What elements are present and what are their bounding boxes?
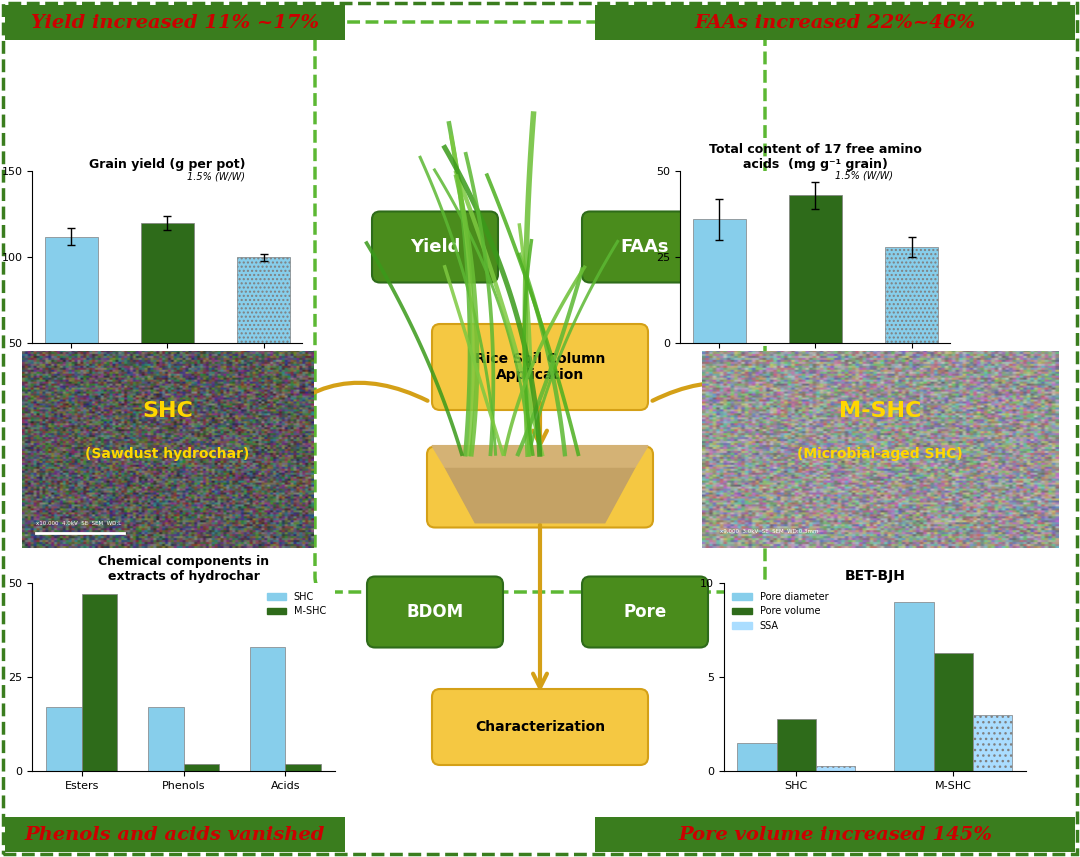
Title: Grain yield (g per pot): Grain yield (g per pot) [90, 159, 245, 171]
FancyBboxPatch shape [372, 212, 498, 283]
Bar [777, 718, 815, 771]
Bar [148, 707, 184, 771]
Bar [815, 765, 855, 771]
FancyBboxPatch shape [582, 577, 708, 648]
Text: 1.5% (W/W): 1.5% (W/W) [835, 171, 892, 180]
FancyBboxPatch shape [427, 446, 653, 528]
Bar [886, 247, 939, 343]
Text: Pore volume increased 145%: Pore volume increased 145% [678, 826, 991, 844]
Bar [595, 817, 1075, 852]
Bar [184, 764, 219, 771]
Bar [238, 257, 291, 428]
Bar [5, 5, 345, 40]
Title: BET-BJH: BET-BJH [845, 569, 905, 583]
Text: (Microbial-aged SHC): (Microbial-aged SHC) [797, 446, 963, 461]
Text: Rice Soil Column
Application: Rice Soil Column Application [475, 352, 605, 382]
Bar [595, 5, 1075, 40]
Title: Chemical components in
extracts of hydrochar: Chemical components in extracts of hydro… [98, 554, 269, 583]
Bar [894, 602, 934, 771]
Polygon shape [445, 467, 635, 523]
Legend: SHC, M-SHC: SHC, M-SHC [262, 588, 329, 620]
Bar [140, 223, 194, 428]
FancyBboxPatch shape [582, 212, 708, 283]
Text: Microbial
aging process: Microbial aging process [485, 472, 595, 502]
Text: x9,000  3.0kV  SE  SEM  WD:0.3mm: x9,000 3.0kV SE SEM WD:0.3mm [720, 529, 819, 534]
FancyBboxPatch shape [432, 689, 648, 765]
Text: x10,000  4.0kV  SE  SEM  WD:L: x10,000 4.0kV SE SEM WD:L [37, 521, 121, 526]
Bar [788, 195, 842, 343]
Text: Phenols and acids vanished: Phenols and acids vanished [25, 826, 325, 844]
Text: Yield: Yield [409, 238, 460, 256]
Text: FAAs increased 22%~46%: FAAs increased 22%~46% [694, 14, 975, 32]
Text: M-SHC: M-SHC [839, 400, 921, 421]
Bar [285, 764, 321, 771]
Text: BDOM: BDOM [406, 603, 463, 621]
Bar [249, 647, 285, 771]
Text: Characterization: Characterization [475, 720, 605, 734]
FancyBboxPatch shape [367, 577, 503, 648]
FancyBboxPatch shape [432, 324, 648, 410]
Bar [738, 743, 777, 771]
Legend: Pore diameter, Pore volume, SSA: Pore diameter, Pore volume, SSA [729, 588, 832, 635]
Bar [46, 707, 82, 771]
Text: (Sawdust hydrochar): (Sawdust hydrochar) [85, 446, 249, 461]
Text: 1.5% (W/W): 1.5% (W/W) [187, 172, 244, 182]
Text: SHC: SHC [141, 400, 193, 421]
Bar [692, 219, 745, 343]
Polygon shape [432, 446, 648, 467]
Bar [5, 817, 345, 852]
Bar [44, 237, 97, 428]
Text: Yield increased 11% ~17%: Yield increased 11% ~17% [31, 14, 319, 32]
Text: Pore: Pore [623, 603, 666, 621]
Title: Total content of 17 free amino
acids  (mg g⁻¹ grain): Total content of 17 free amino acids (mg… [708, 143, 922, 171]
Bar [973, 715, 1012, 771]
Bar [934, 652, 973, 771]
Text: FAAs: FAAs [621, 238, 670, 256]
Bar [82, 594, 118, 771]
